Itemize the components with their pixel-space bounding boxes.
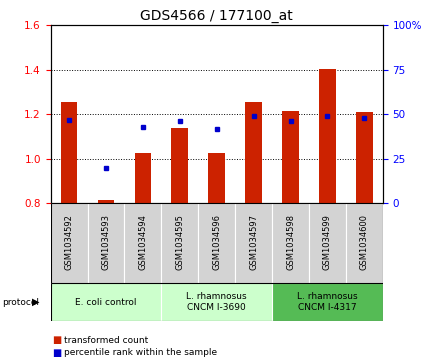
Text: protocol: protocol	[2, 298, 39, 307]
Bar	[282, 111, 299, 203]
Bar	[51, 283, 161, 321]
Bar	[98, 200, 114, 203]
Bar	[172, 128, 188, 203]
Text: GSM1034597: GSM1034597	[249, 213, 258, 270]
Text: ■: ■	[52, 335, 61, 346]
Text: percentile rank within the sample: percentile rank within the sample	[64, 348, 217, 357]
Bar	[135, 153, 151, 203]
Text: L. rhamnosus
CNCM I-3690: L. rhamnosus CNCM I-3690	[187, 293, 247, 312]
Text: GSM1034593: GSM1034593	[102, 213, 110, 270]
Bar	[356, 112, 373, 203]
Text: GSM1034595: GSM1034595	[175, 214, 184, 270]
Text: transformed count: transformed count	[64, 336, 148, 345]
Bar	[235, 203, 272, 283]
Bar	[209, 153, 225, 203]
Bar	[125, 203, 161, 283]
Bar	[88, 203, 125, 283]
Bar	[161, 283, 272, 321]
Text: GSM1034592: GSM1034592	[65, 214, 73, 270]
Bar	[161, 203, 198, 283]
Bar	[272, 203, 309, 283]
Text: ▶: ▶	[32, 297, 39, 307]
Text: E. coli control: E. coli control	[75, 298, 137, 307]
Bar	[246, 102, 262, 203]
Text: GSM1034596: GSM1034596	[212, 213, 221, 270]
Bar	[272, 283, 383, 321]
Text: ■: ■	[52, 348, 61, 358]
Text: L. rhamnosus
CNCM I-4317: L. rhamnosus CNCM I-4317	[297, 293, 358, 312]
Bar	[51, 203, 88, 283]
Text: GSM1034600: GSM1034600	[360, 213, 369, 270]
Text: GSM1034598: GSM1034598	[286, 213, 295, 270]
Bar	[198, 203, 235, 283]
Bar	[61, 102, 77, 203]
Bar	[346, 203, 383, 283]
Title: GDS4566 / 177100_at: GDS4566 / 177100_at	[140, 9, 293, 23]
Bar	[309, 203, 346, 283]
Text: GSM1034594: GSM1034594	[138, 214, 147, 270]
Text: GSM1034599: GSM1034599	[323, 214, 332, 270]
Bar	[319, 69, 336, 203]
